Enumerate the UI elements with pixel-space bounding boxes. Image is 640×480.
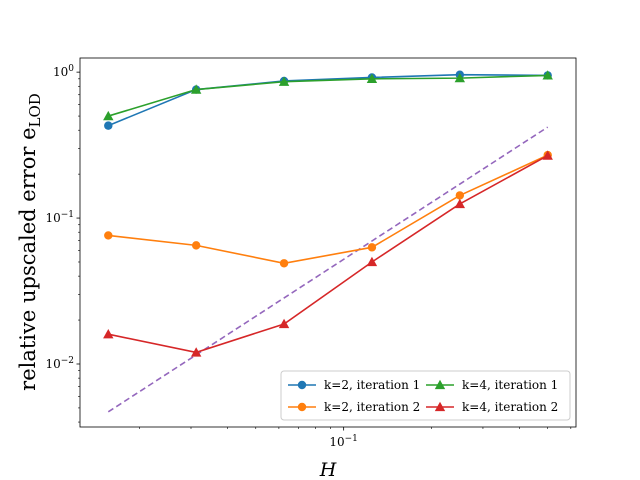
y-tick-label-base: 10	[45, 211, 60, 225]
data-point	[367, 243, 377, 252]
y-axis-label: relative upscaled error eLOD	[16, 93, 44, 391]
legend-marker	[297, 380, 307, 390]
y-tick-label: 10−1	[45, 210, 74, 225]
legend-label: k=4, iteration 2	[462, 400, 558, 414]
legend: k=2, iteration 1 k=2, iteration 2 k=4, ite…	[280, 370, 571, 421]
y-axis-label-subscript: LOD	[26, 93, 44, 127]
data-point	[279, 259, 289, 268]
x-tick-label-exponent: −1	[345, 434, 358, 444]
data-point	[103, 110, 114, 121]
y-tick-label-base: 10	[45, 357, 60, 371]
y-tick-label-exponent: −1	[61, 210, 74, 220]
series-3	[103, 150, 553, 357]
data-point	[454, 72, 466, 83]
y-tick-label-exponent: 0	[68, 64, 74, 74]
y-axis-label-text: relative upscaled error e	[16, 127, 40, 390]
data-point	[455, 191, 465, 200]
legend-box	[280, 370, 571, 421]
series-line	[108, 74, 548, 117]
legend-label: k=4, iteration 1	[462, 378, 558, 392]
legend-entry: k=2, iteration 1	[288, 378, 420, 392]
x-axis-label: H	[319, 459, 337, 480]
data-point	[454, 198, 466, 209]
data-point	[190, 347, 202, 357]
data-point	[366, 73, 378, 83]
data-point	[542, 70, 553, 80]
data-point	[278, 318, 290, 329]
data-point	[190, 84, 202, 94]
axes-frame	[79, 57, 577, 428]
data-point	[104, 121, 113, 130]
series-line	[108, 154, 549, 265]
legend-marker	[434, 401, 446, 412]
legend-marker	[297, 402, 307, 412]
y-tick-label: 10−2	[45, 356, 74, 371]
legend-label: k=2, iteration 1	[324, 378, 420, 392]
y-tick-label: 100	[53, 64, 74, 79]
plot-area	[103, 70, 553, 413]
series-line	[108, 154, 549, 354]
x-tick-label: 10−1	[329, 434, 358, 449]
legend-entry: k=4, iteration 2	[426, 400, 558, 414]
data-point	[191, 241, 201, 250]
data-point	[542, 150, 553, 160]
series-line	[107, 73, 548, 127]
data-point	[278, 76, 290, 86]
series-1	[104, 150, 552, 268]
series-2	[103, 70, 553, 121]
x-tick-label-base: 10	[329, 435, 344, 449]
data-point	[366, 256, 378, 267]
legend-label: k=2, iteration 2	[324, 400, 420, 414]
data-point	[103, 329, 114, 339]
data-point	[104, 231, 113, 240]
reference-slope-line	[107, 126, 549, 413]
legend-entry: k=4, iteration 1	[426, 378, 558, 392]
legend-entry: k=2, iteration 2	[288, 400, 420, 414]
legend-marker	[434, 379, 446, 390]
y-tick-label-exponent: −2	[61, 356, 74, 366]
y-tick-label-base: 10	[53, 65, 68, 79]
